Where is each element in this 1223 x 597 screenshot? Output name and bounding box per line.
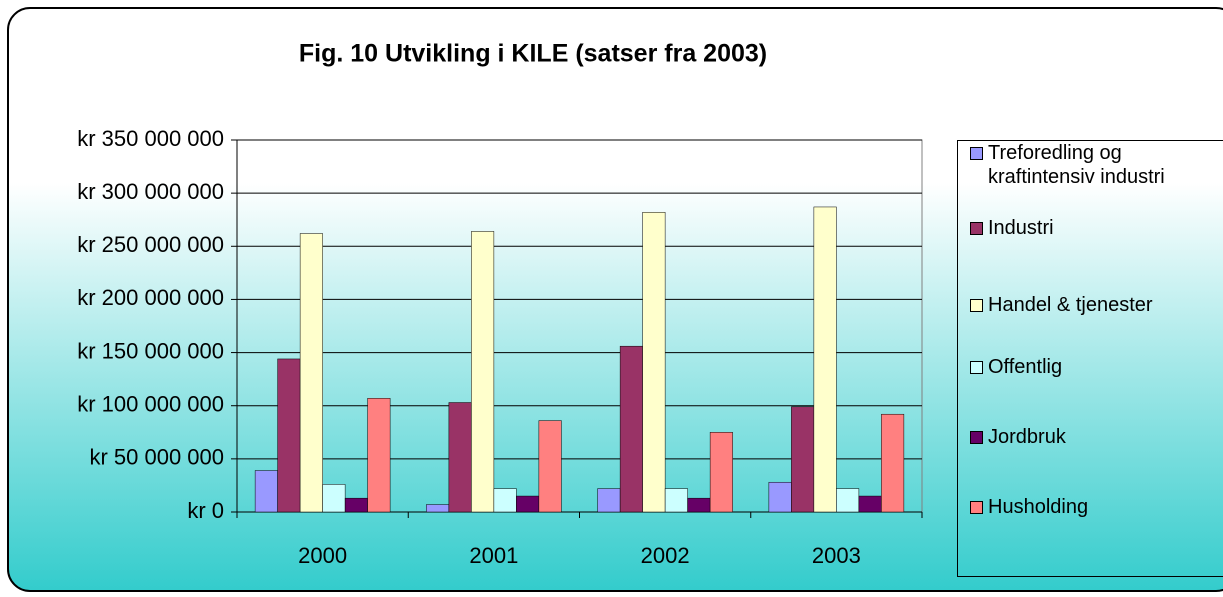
y-tick-label: kr 100 000 000 [77,392,224,417]
bar [768,481,792,513]
legend-label: Industri [988,217,1054,239]
bar [642,212,666,513]
y-tick-label: kr 50 000 000 [89,445,224,470]
x-tick-label: 2000 [298,543,347,568]
y-tick-label: kr 300 000 000 [77,179,224,204]
y-tick-label: kr 350 000 000 [77,126,224,151]
legend-swatch [970,431,983,444]
bar [426,504,450,513]
bar [493,488,517,513]
bar [709,432,733,513]
bar [538,420,562,513]
legend-swatch [970,147,983,160]
bar [687,497,711,513]
legend-swatch [970,299,983,312]
legend-item: Treforedling og kraftintensiv industri [970,141,1223,189]
legend-item: Industri [970,216,1223,240]
legend-swatch [970,501,983,514]
legend-label: Jordbruk [988,426,1066,448]
legend-label: Handel & tjenester [988,294,1153,316]
bar [299,233,323,513]
bar [471,231,495,513]
bar [277,358,301,513]
legend-item: Handel & tjenester [970,293,1223,317]
x-tick-label: 2003 [812,543,861,568]
bar [836,488,860,513]
bar [448,402,472,513]
y-tick-label: kr 0 [187,498,224,523]
bar [619,345,643,513]
bar [516,495,540,513]
bar [664,488,688,513]
legend-item: Husholding [970,495,1223,519]
chart-title: Fig. 10 Utvikling i KILE (satser fra 200… [299,40,767,68]
bar [367,398,391,513]
bar [597,488,621,513]
bar [858,495,882,513]
x-tick-label: 2002 [641,543,690,568]
x-tick-label: 2001 [469,543,518,568]
bar [322,484,346,513]
y-tick-label: kr 200 000 000 [77,285,224,310]
legend-swatch [970,222,983,235]
legend: Treforedling og kraftintensiv industri In… [957,140,1223,577]
bar [791,406,815,513]
legend-item: Offentlig [970,355,1223,379]
legend-item: Jordbruk [970,425,1223,449]
bar [254,470,278,513]
bar [344,497,368,513]
legend-label: Offentlig [988,356,1063,378]
legend-label: Husholding [988,496,1089,518]
y-tick-label: kr 150 000 000 [77,338,224,363]
bar [881,413,905,513]
bar [813,206,837,513]
legend-label: Treforedling og kraftintensiv industri [988,142,1165,188]
y-tick-label: kr 250 000 000 [77,232,224,257]
legend-swatch [970,361,983,374]
